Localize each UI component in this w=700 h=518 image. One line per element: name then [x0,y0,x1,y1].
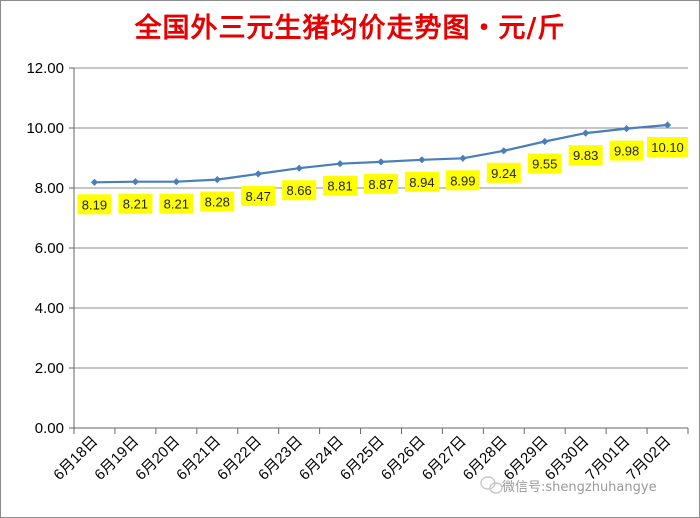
data-point [172,178,180,186]
x-tick-label: 7月01日 [582,433,633,484]
data-point [500,147,508,155]
y-tick-label: 2.00 [35,360,64,377]
data-label: 8.94 [409,175,434,190]
data-point [254,170,262,178]
y-axis-ticks: 0.00 2.00 4.00 6.00 8.00 10.00 12.00 [26,60,64,437]
x-tick-label: 6月20日 [132,433,183,484]
data-label-bg [282,180,317,201]
data-label-bg [404,171,439,192]
data-point [213,176,221,184]
y-tick-label: 8.00 [35,180,64,197]
data-label: 8.66 [286,183,311,198]
data-point [663,121,672,129]
data-label: 9.98 [614,144,639,159]
data-label-bg [647,137,689,157]
series-line-group [90,121,672,186]
data-point [90,178,99,186]
watermark: 微信号:shengzhuhangye [480,476,657,495]
data-label: 9.24 [491,166,516,181]
axes [69,67,689,434]
x-tick-label: 6月25日 [337,433,388,484]
data-label-bg [486,162,521,183]
x-tick-label: 6月28日 [460,433,511,484]
data-label-bg [445,170,480,191]
x-tick-label: 6月30日 [542,433,593,484]
x-tick-label: 6月23日 [255,433,306,484]
gridlines [74,67,688,369]
data-label: 9.55 [532,157,557,172]
data-label-bg [241,185,276,206]
data-label-bg [568,145,603,166]
data-point [336,160,344,168]
data-label-bg [77,194,112,215]
x-tick-label: 6月29日 [501,433,552,484]
x-tick-label: 7月02日 [623,433,674,484]
x-tick-label: 6月27日 [419,433,470,484]
data-label-bg [118,193,153,214]
data-point [459,154,467,162]
watermark-text: 微信号:shengzhuhangye [502,480,657,495]
data-label-bg [527,153,562,174]
data-point [623,125,631,133]
data-label-bg [200,191,235,212]
data-point [582,129,590,137]
wechat-bubble-small [489,482,503,494]
data-label: 8.87 [368,177,393,192]
x-tick-label: 6月19日 [91,433,142,484]
y-tick-label: 10.00 [26,120,64,137]
x-tick-label: 6月26日 [378,433,429,484]
data-point [377,158,385,166]
x-tick-label: 6月22日 [214,433,265,484]
data-label: 8.47 [246,189,271,204]
y-tick-label: 0.00 [35,420,64,437]
x-tick-label: 6月24日 [296,433,347,484]
data-label-bg [323,175,358,196]
wechat-icon [480,476,503,494]
x-axis-ticks: 6月18日6月19日6月20日6月21日6月22日6月23日6月24日6月25日… [50,433,674,484]
chart-title: 全国外三元生猪均价走势图・元/斤 [134,13,566,44]
data-label: 10.10 [651,140,684,155]
y-tick-label: 12.00 [26,60,64,77]
data-label: 8.28 [205,195,230,210]
data-label: 8.19 [82,197,107,212]
data-point [418,156,426,164]
data-labels: 8.19 8.21 8.21 8.28 8.47 8.66 8.81 8.87 8.94 8.99… [77,137,689,215]
data-label-bg [159,193,194,214]
data-label: 8.99 [450,173,475,188]
data-label-bg [609,140,644,161]
x-tick-label: 6月21日 [173,433,224,484]
data-label: 8.21 [164,197,189,212]
data-label: 8.81 [327,179,352,194]
data-label-bg [364,173,398,194]
data-point [131,178,139,186]
data-label: 9.83 [573,148,598,163]
y-tick-label: 4.00 [35,300,64,317]
x-tick-label: 6月18日 [50,433,101,484]
y-tick-label: 6.00 [35,240,64,257]
data-label: 8.21 [123,197,148,212]
data-point [541,137,549,146]
data-point [295,164,303,172]
